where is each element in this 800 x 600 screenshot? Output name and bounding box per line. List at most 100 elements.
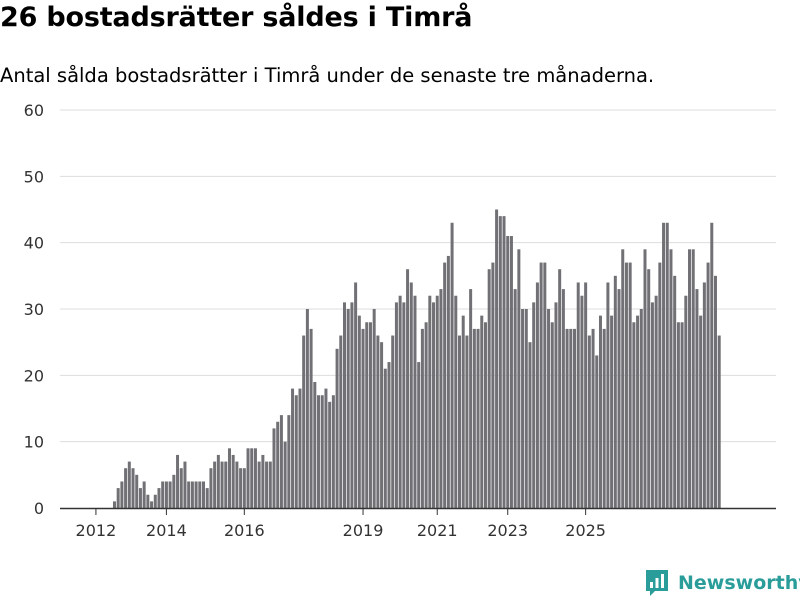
bar xyxy=(446,255,450,508)
bar xyxy=(543,262,547,508)
bar xyxy=(424,322,428,508)
bar xyxy=(591,328,595,508)
bar xyxy=(469,289,473,508)
bar xyxy=(127,461,131,508)
bar xyxy=(320,395,324,508)
y-tick-label: 40 xyxy=(24,234,44,253)
bar xyxy=(576,282,580,508)
bar xyxy=(383,368,387,508)
bar xyxy=(361,328,365,508)
bar xyxy=(573,328,577,508)
bar xyxy=(550,322,554,508)
bar xyxy=(480,315,484,508)
bar xyxy=(702,282,706,508)
bar xyxy=(235,461,239,508)
bar xyxy=(580,295,584,508)
x-tick-label: 2016 xyxy=(224,521,265,540)
bar xyxy=(506,236,510,508)
bar xyxy=(491,262,495,508)
bar xyxy=(190,481,194,508)
bar xyxy=(428,295,432,508)
bar xyxy=(443,262,447,508)
bar xyxy=(691,249,695,509)
bar xyxy=(350,302,354,508)
bar xyxy=(250,448,254,508)
bar xyxy=(391,335,395,508)
bar xyxy=(676,322,680,508)
bar xyxy=(112,501,116,508)
bar xyxy=(138,488,142,508)
bar xyxy=(650,302,654,508)
bar xyxy=(695,289,699,508)
bar xyxy=(632,322,636,508)
data-label-bg xyxy=(726,0,749,22)
bar xyxy=(680,322,684,508)
bar xyxy=(257,461,261,508)
bar xyxy=(684,295,688,508)
bar xyxy=(153,494,157,508)
brand-name: Newsworthy xyxy=(678,572,800,594)
bar xyxy=(654,295,658,508)
bar xyxy=(636,315,640,508)
bar xyxy=(476,328,480,508)
bar xyxy=(495,209,499,508)
bar xyxy=(309,328,313,508)
bar xyxy=(658,262,662,508)
bar xyxy=(465,335,469,508)
bar xyxy=(198,481,202,508)
bar xyxy=(458,335,461,508)
bar xyxy=(598,315,602,508)
bar xyxy=(595,355,599,508)
bar xyxy=(342,302,346,508)
y-tick-label: 0 xyxy=(34,499,44,518)
bar xyxy=(409,282,413,508)
bar xyxy=(287,415,291,508)
bar xyxy=(220,461,224,508)
bar xyxy=(472,328,476,508)
x-tick-label: 2025 xyxy=(565,521,606,540)
bar xyxy=(587,335,591,508)
bar xyxy=(179,468,183,508)
bar xyxy=(298,388,302,508)
y-tick-label: 30 xyxy=(24,300,44,319)
bar xyxy=(213,461,217,508)
y-tick-label: 10 xyxy=(24,433,44,452)
bar xyxy=(365,322,369,508)
bar xyxy=(305,309,309,508)
bar xyxy=(172,474,176,508)
bar xyxy=(487,269,491,508)
bar xyxy=(450,222,454,508)
bar xyxy=(368,322,372,508)
bar xyxy=(498,216,502,508)
bar xyxy=(565,328,569,508)
bar xyxy=(331,395,335,508)
bar xyxy=(209,468,213,508)
bar xyxy=(253,448,257,508)
bar xyxy=(639,309,643,508)
y-tick-label: 20 xyxy=(24,366,44,385)
bar xyxy=(606,282,610,508)
bar xyxy=(194,481,198,508)
bar xyxy=(146,494,150,508)
bar xyxy=(713,275,717,508)
bar xyxy=(142,481,146,508)
x-tick-label: 2012 xyxy=(76,521,117,540)
bar xyxy=(483,322,487,508)
bar xyxy=(150,501,154,508)
bar xyxy=(420,328,424,508)
bar xyxy=(547,309,551,508)
bar xyxy=(673,275,677,508)
bar xyxy=(558,269,562,508)
bar xyxy=(387,362,391,508)
newsworthy-logo-icon xyxy=(646,570,668,596)
bar xyxy=(335,348,339,508)
bar xyxy=(216,454,220,508)
x-tick-label: 2023 xyxy=(487,521,528,540)
bar xyxy=(302,335,306,508)
bar xyxy=(554,302,558,508)
bar xyxy=(131,468,135,508)
bar xyxy=(584,282,588,508)
bar xyxy=(231,454,235,508)
y-tick-label: 50 xyxy=(24,167,44,186)
chart-subtitle: Antal sålda bostadsrätter i Timrå under … xyxy=(0,64,655,87)
